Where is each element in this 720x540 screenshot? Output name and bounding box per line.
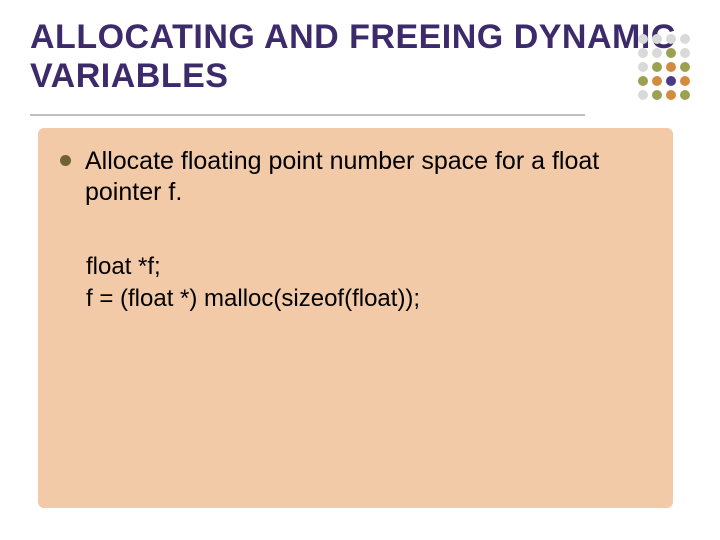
code-line-2: f = (float *) malloc(sizeof(float)); bbox=[86, 283, 651, 315]
code-block: float *f; f = (float *) malloc(sizeof(fl… bbox=[86, 251, 651, 316]
code-line-1: float *f; bbox=[86, 251, 651, 283]
slide-title: ALLOCATING AND FREEING DYNAMIC VARIABLES bbox=[30, 18, 690, 96]
bullet-item: Allocate floating point number space for… bbox=[60, 146, 651, 209]
title-area: ALLOCATING AND FREEING DYNAMIC VARIABLES bbox=[0, 0, 720, 106]
title-underline bbox=[30, 114, 585, 116]
bullet-text: Allocate floating point number space for… bbox=[85, 146, 651, 209]
bullet-icon bbox=[60, 155, 71, 166]
content-panel: Allocate floating point number space for… bbox=[38, 128, 673, 508]
decorative-dot-grid bbox=[636, 32, 696, 106]
